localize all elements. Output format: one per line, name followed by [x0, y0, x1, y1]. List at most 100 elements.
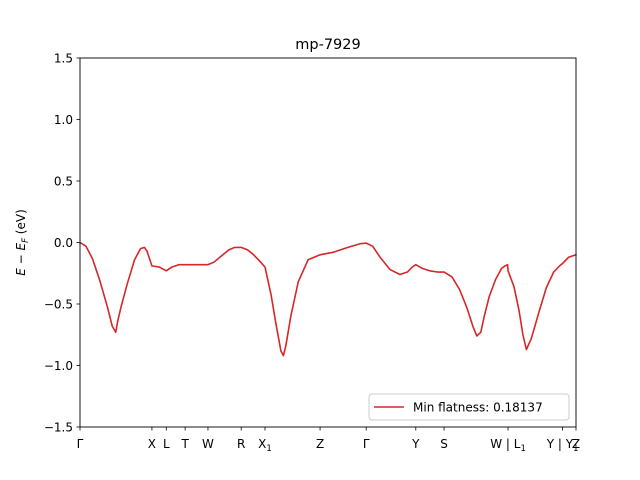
band-data-point: [234, 247, 235, 248]
band-data-point: [379, 257, 380, 258]
band-data-point: [127, 284, 128, 285]
x-tick-label: R: [237, 437, 245, 451]
band-data-point: [562, 263, 563, 264]
band-data-point: [112, 326, 113, 327]
x-tick-label: X1: [258, 437, 272, 454]
band-data-point: [429, 270, 430, 271]
band-data-point: [407, 271, 408, 272]
band-data-point: [360, 243, 361, 244]
band-data-point: [476, 335, 477, 336]
band-data-point: [422, 268, 423, 269]
band-data-point: [308, 259, 309, 260]
band-data-point: [213, 262, 214, 263]
band-data-point: [92, 258, 93, 259]
x-tick-label: Z: [316, 437, 324, 451]
x-tick-label: L: [163, 437, 170, 451]
x-tick-label: S: [440, 437, 448, 451]
band-data-point: [179, 264, 180, 265]
band-data-point: [290, 316, 291, 317]
band-data-point: [389, 269, 390, 270]
band-data-point: [280, 350, 281, 351]
band-data-point: [513, 286, 514, 287]
x-tick-label: W: [202, 437, 214, 451]
y-tick-label: −1.5: [44, 421, 73, 435]
band-data-point: [480, 332, 481, 333]
band-data-point: [285, 345, 286, 346]
band-data-point: [507, 264, 508, 265]
legend: Min flatness: 0.18137: [368, 393, 570, 421]
band-data-point: [241, 247, 242, 248]
y-axis-ticks: −1.5 −1.0 −0.5 0.0 0.5 1.0 1.5: [44, 52, 80, 435]
band-data-point: [149, 258, 150, 259]
band-data-point: [522, 334, 523, 335]
band-data-point: [366, 243, 367, 244]
band-data-point: [506, 265, 507, 266]
x-tick-label: Γ: [77, 437, 84, 451]
y-tick-label: 0.0: [54, 236, 73, 250]
band-data-point: [253, 254, 254, 255]
y-label-unit: (eV): [14, 209, 28, 238]
band-data-point: [270, 294, 271, 295]
band-data-point: [196, 264, 197, 265]
x-tick-label: W | L1: [490, 437, 526, 454]
band-data-point: [275, 323, 276, 324]
y-tick-label: 1.0: [54, 113, 73, 127]
band-data-point: [568, 257, 569, 258]
band-data-point: [298, 281, 299, 282]
band-data-point: [332, 252, 333, 253]
y-tick-label: 0.5: [54, 175, 73, 189]
band-data-point: [451, 276, 452, 277]
band-data-point: [559, 265, 560, 266]
x-tick-label: Z: [572, 437, 580, 451]
band-data-point: [283, 355, 284, 356]
band-data-point: [107, 306, 108, 307]
band-data-point: [501, 268, 502, 269]
x-tick-label: T: [180, 437, 189, 451]
band-data-point: [546, 287, 547, 288]
band-data-point: [526, 349, 527, 350]
band-data-point: [259, 260, 260, 261]
band-data-point: [553, 271, 554, 272]
band-data-point: [319, 254, 320, 255]
y-label-ef-subscript: F: [21, 238, 31, 243]
band-data-point: [171, 267, 172, 268]
band-data-point: [443, 271, 444, 272]
y-label-minus: −: [14, 250, 28, 268]
x-tick-label: Y | Y1: [546, 437, 579, 454]
band-data-point: [115, 332, 116, 333]
band-data-point: [504, 265, 505, 266]
band-data-point: [146, 251, 147, 252]
band-data-point: [347, 247, 348, 248]
band-data-point: [507, 270, 508, 271]
series-layer: [79, 241, 577, 357]
band-data-point: [472, 326, 473, 327]
band-data-point: [99, 280, 100, 281]
band-data-point: [151, 265, 152, 266]
band-data-point: [518, 310, 519, 311]
y-label-ef: E: [14, 242, 28, 250]
band-data-point: [437, 271, 438, 272]
y-tick-label: 1.5: [54, 52, 73, 66]
x-tick-label: Γ: [363, 437, 370, 451]
x-axis-ticks: Γ X L T W R X1 Z Γ Y S W | L1 Y | Y1Z: [77, 427, 580, 454]
band-data-point: [140, 248, 141, 249]
band-data-point: [412, 267, 413, 268]
band-data-point: [221, 255, 222, 256]
band-data-point: [159, 267, 160, 268]
band-data-point: [466, 307, 467, 308]
band-data-point: [144, 247, 145, 248]
legend-label: Min flatness: 0.18137: [413, 401, 543, 415]
plot-frame: [79, 57, 577, 428]
band-data-point: [228, 249, 229, 250]
band-data-point: [459, 289, 460, 290]
band-data-point: [399, 274, 400, 275]
legend-box: [368, 393, 570, 421]
band-data-point: [495, 279, 496, 280]
band-data-point: [531, 338, 532, 339]
band-data-point: [247, 249, 248, 250]
y-tick-label: −1.0: [44, 359, 73, 373]
band-line-series-0: [79, 241, 577, 357]
y-axis-label: E − EF (eV): [14, 209, 31, 276]
band-data-point: [185, 264, 186, 265]
